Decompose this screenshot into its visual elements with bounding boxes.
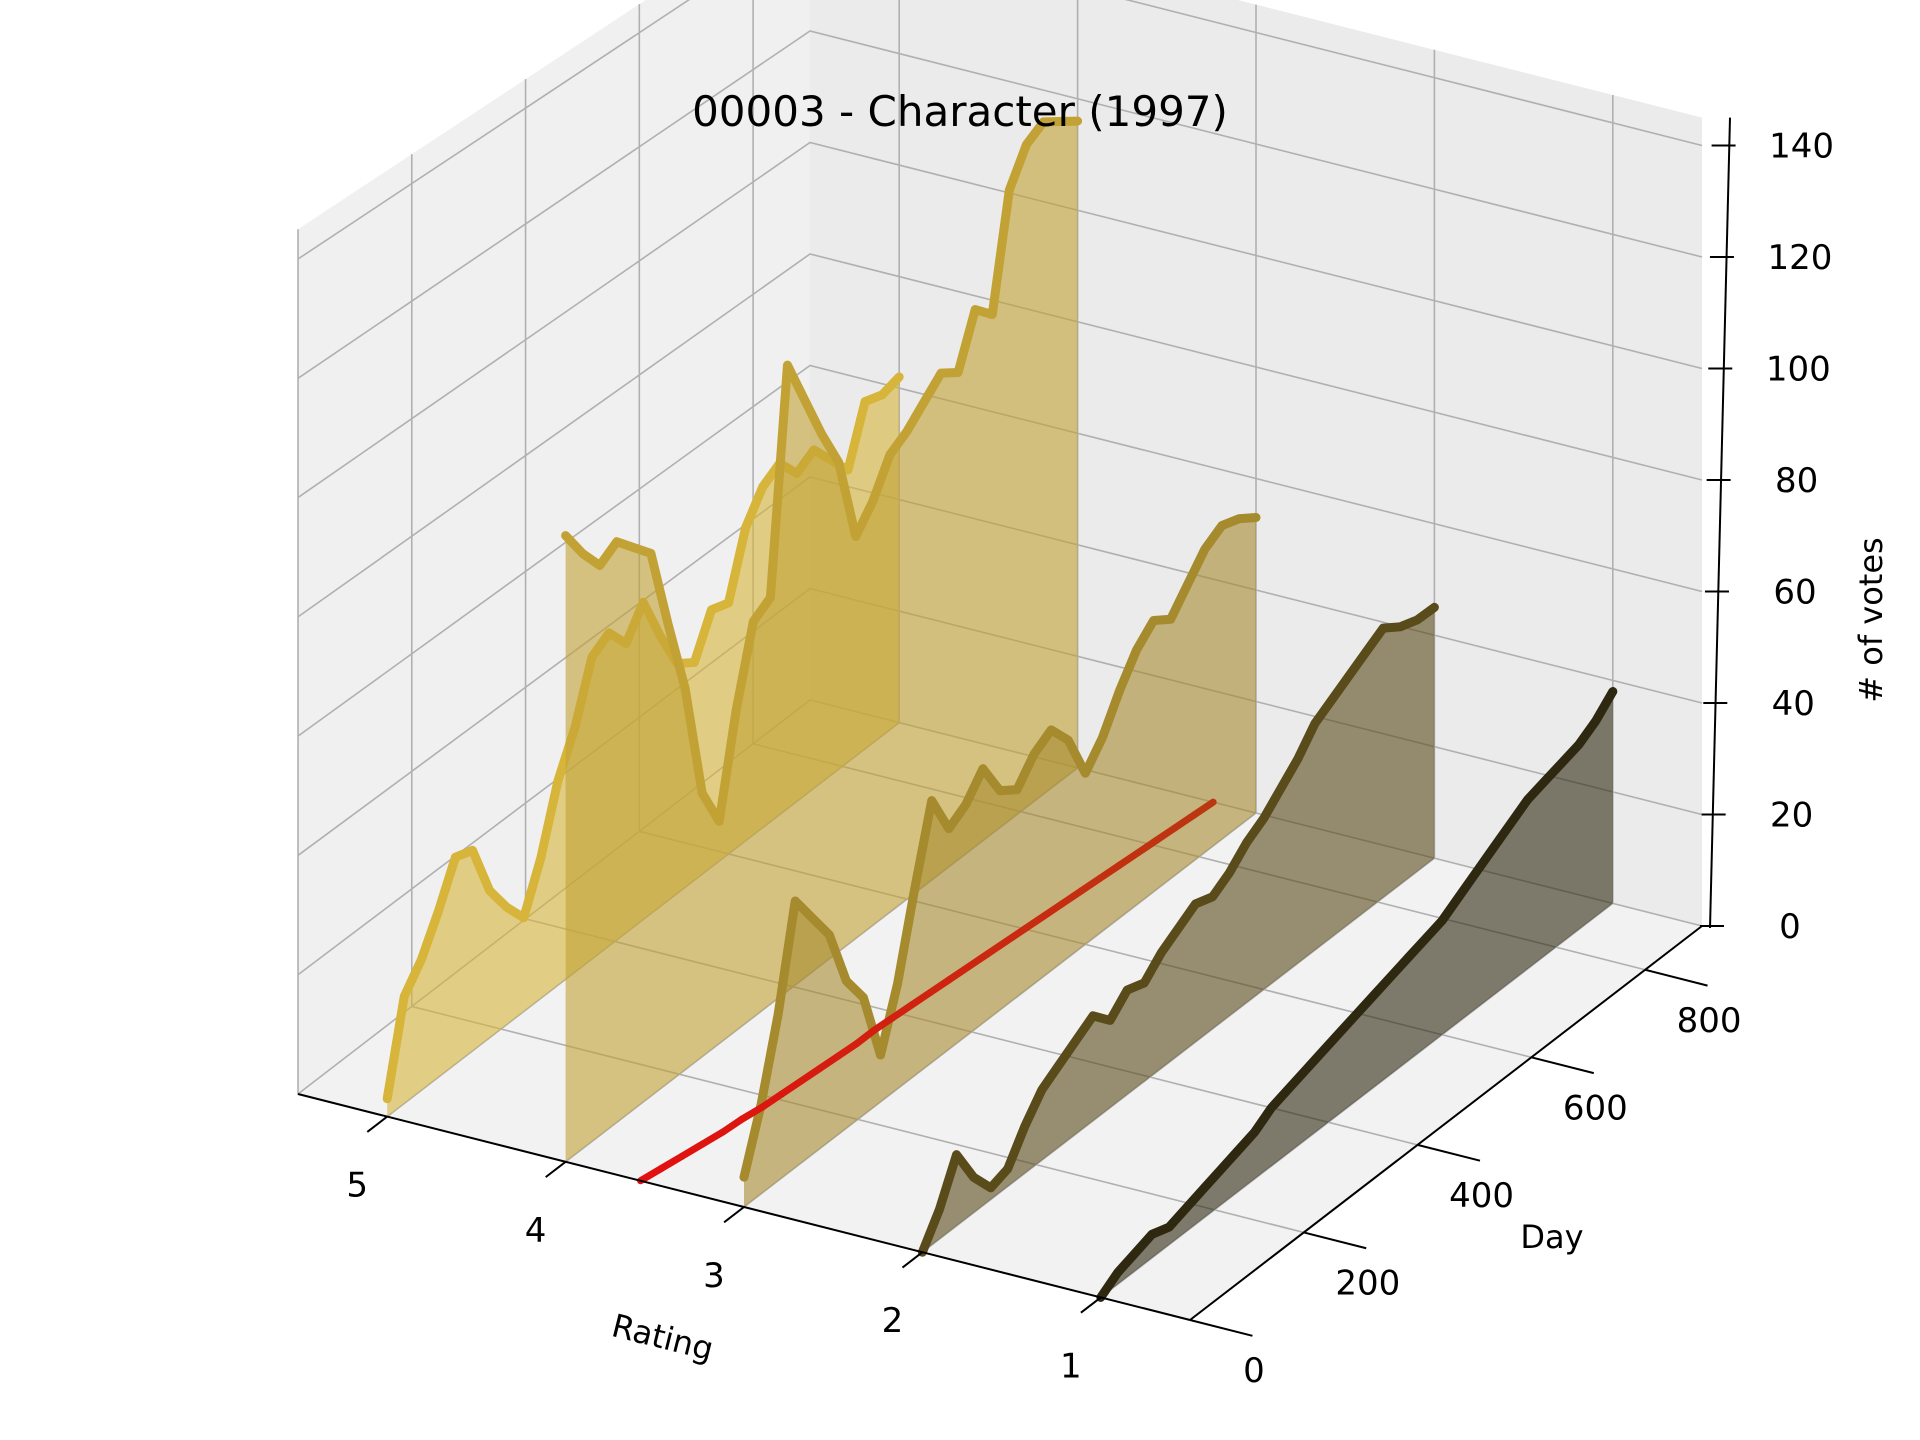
series-layer <box>382 116 1618 1302</box>
mean-rating-segment <box>1040 900 1066 920</box>
mean-rating-segment <box>1171 811 1198 832</box>
series-line-rating-2 <box>917 602 1439 1257</box>
grid-line-votes-140 <box>297 0 1703 260</box>
chart-title: 00003 - Character (1997) <box>692 87 1228 136</box>
z-axis-label: # of votes <box>1852 537 1890 702</box>
grid-line-votes-80 <box>297 253 1703 618</box>
y-tick-label-600: 600 <box>1563 1088 1628 1128</box>
y-axis-line <box>1189 925 1703 1321</box>
mean-rating-segment <box>796 1065 823 1086</box>
grid-line-votes-60 <box>297 364 1703 737</box>
mean-rating-segment <box>1096 862 1123 882</box>
y-tick-label-200: 200 <box>1335 1263 1400 1303</box>
mean-rating-segment <box>1115 849 1142 870</box>
x-tick-3 <box>723 1206 745 1224</box>
mean-rating-segment <box>926 976 953 996</box>
mean-rating-segment <box>983 938 1010 958</box>
grid-line-votes-120 <box>297 30 1703 379</box>
mean-rating-segment <box>945 963 972 984</box>
series-line-rating-1 <box>1096 687 1618 1302</box>
z-tick-label-100: 100 <box>1766 349 1831 389</box>
y-tick-label-800: 800 <box>1677 1001 1742 1041</box>
mean-rating-segment <box>657 1152 686 1173</box>
mean-rating-segment <box>1002 925 1029 946</box>
mean-rating-segment <box>853 1026 878 1048</box>
mean-rating-segment <box>678 1140 706 1160</box>
mean-rating-segment <box>637 1165 665 1185</box>
z-tick-label-60: 60 <box>1773 572 1816 612</box>
mean-rating-segment <box>889 1001 916 1022</box>
y-tick-600 <box>1531 1056 1595 1075</box>
mean-rating-segment <box>1077 874 1104 895</box>
y-tick-200 <box>1303 1231 1367 1250</box>
mean-rating-segment <box>815 1052 842 1073</box>
x-tick-2 <box>901 1251 924 1269</box>
mean-rating-segment <box>1153 824 1179 844</box>
x-tick-1 <box>1080 1296 1102 1314</box>
series-rating-4 <box>561 116 1083 1162</box>
series-rating-2 <box>917 602 1439 1257</box>
z-tick-label-140: 140 <box>1769 126 1834 166</box>
z-tick-label-120: 120 <box>1767 238 1832 278</box>
z-tick-label-20: 20 <box>1770 795 1813 835</box>
y-tick-label-0: 0 <box>1243 1351 1265 1391</box>
z-axis-line <box>1709 117 1731 929</box>
y-axis-label: Day <box>1520 1218 1583 1256</box>
x-tick-4 <box>545 1161 567 1178</box>
mean-rating-segment <box>1021 912 1048 933</box>
series-line-rating-4 <box>561 116 1083 826</box>
mean-rating-segment <box>1058 887 1085 908</box>
mean-rating-segment <box>1190 798 1217 819</box>
mean-rating-segment <box>759 1090 785 1111</box>
y-tick-0 <box>1189 1319 1253 1337</box>
side-pane <box>298 0 810 1094</box>
series-fill-rating-4 <box>565 121 1078 1162</box>
mean-rating-segment <box>834 1040 861 1060</box>
mean-rating-segment <box>870 1014 897 1034</box>
y-tick-label-400: 400 <box>1449 1176 1514 1216</box>
mean-rating-segment <box>738 1103 767 1123</box>
x-axis-label: Rating <box>608 1306 717 1368</box>
y-tick-400 <box>1417 1143 1481 1162</box>
x-tick-label-5: 5 <box>346 1166 368 1206</box>
mean-rating-segment <box>964 950 991 971</box>
mean-rating-segment <box>719 1115 746 1136</box>
z-tick-label-80: 80 <box>1775 461 1818 501</box>
x-tick-label-3: 3 <box>703 1256 725 1296</box>
axes-layer: 5 4 3 2 1 0 200 400 600 800 0 20 40 60 80 100 120 140 <box>297 117 1834 1391</box>
x-tick-label-2: 2 <box>882 1301 904 1341</box>
mean-rating-segment <box>698 1128 727 1148</box>
mean-rating-segment <box>1134 836 1161 857</box>
x-tick-label-4: 4 <box>525 1211 547 1251</box>
z-tick-label-0: 0 <box>1779 907 1801 947</box>
series-line-rating-3 <box>739 513 1261 1182</box>
series-rating-1 <box>1096 687 1618 1302</box>
x-tick-label-1: 1 <box>1060 1346 1082 1386</box>
grid-line-votes-100 <box>297 141 1703 499</box>
z-tick-label-40: 40 <box>1772 684 1815 724</box>
x-tick-5 <box>366 1115 388 1133</box>
mean-rating-segment <box>908 988 934 1009</box>
mean-rating-segment <box>777 1078 804 1098</box>
y-tick-800 <box>1644 968 1708 987</box>
